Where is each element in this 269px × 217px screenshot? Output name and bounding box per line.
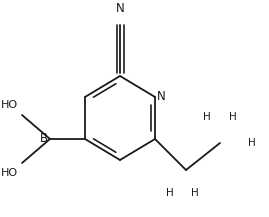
Text: H: H [248,138,256,148]
Text: H: H [191,188,199,198]
Text: N: N [116,2,124,15]
Text: H: H [203,112,211,122]
Text: HO: HO [1,100,18,110]
Text: H: H [229,112,237,122]
Text: HO: HO [1,168,18,178]
Text: N: N [157,90,166,104]
Text: H: H [166,188,174,198]
Text: B: B [40,133,48,146]
